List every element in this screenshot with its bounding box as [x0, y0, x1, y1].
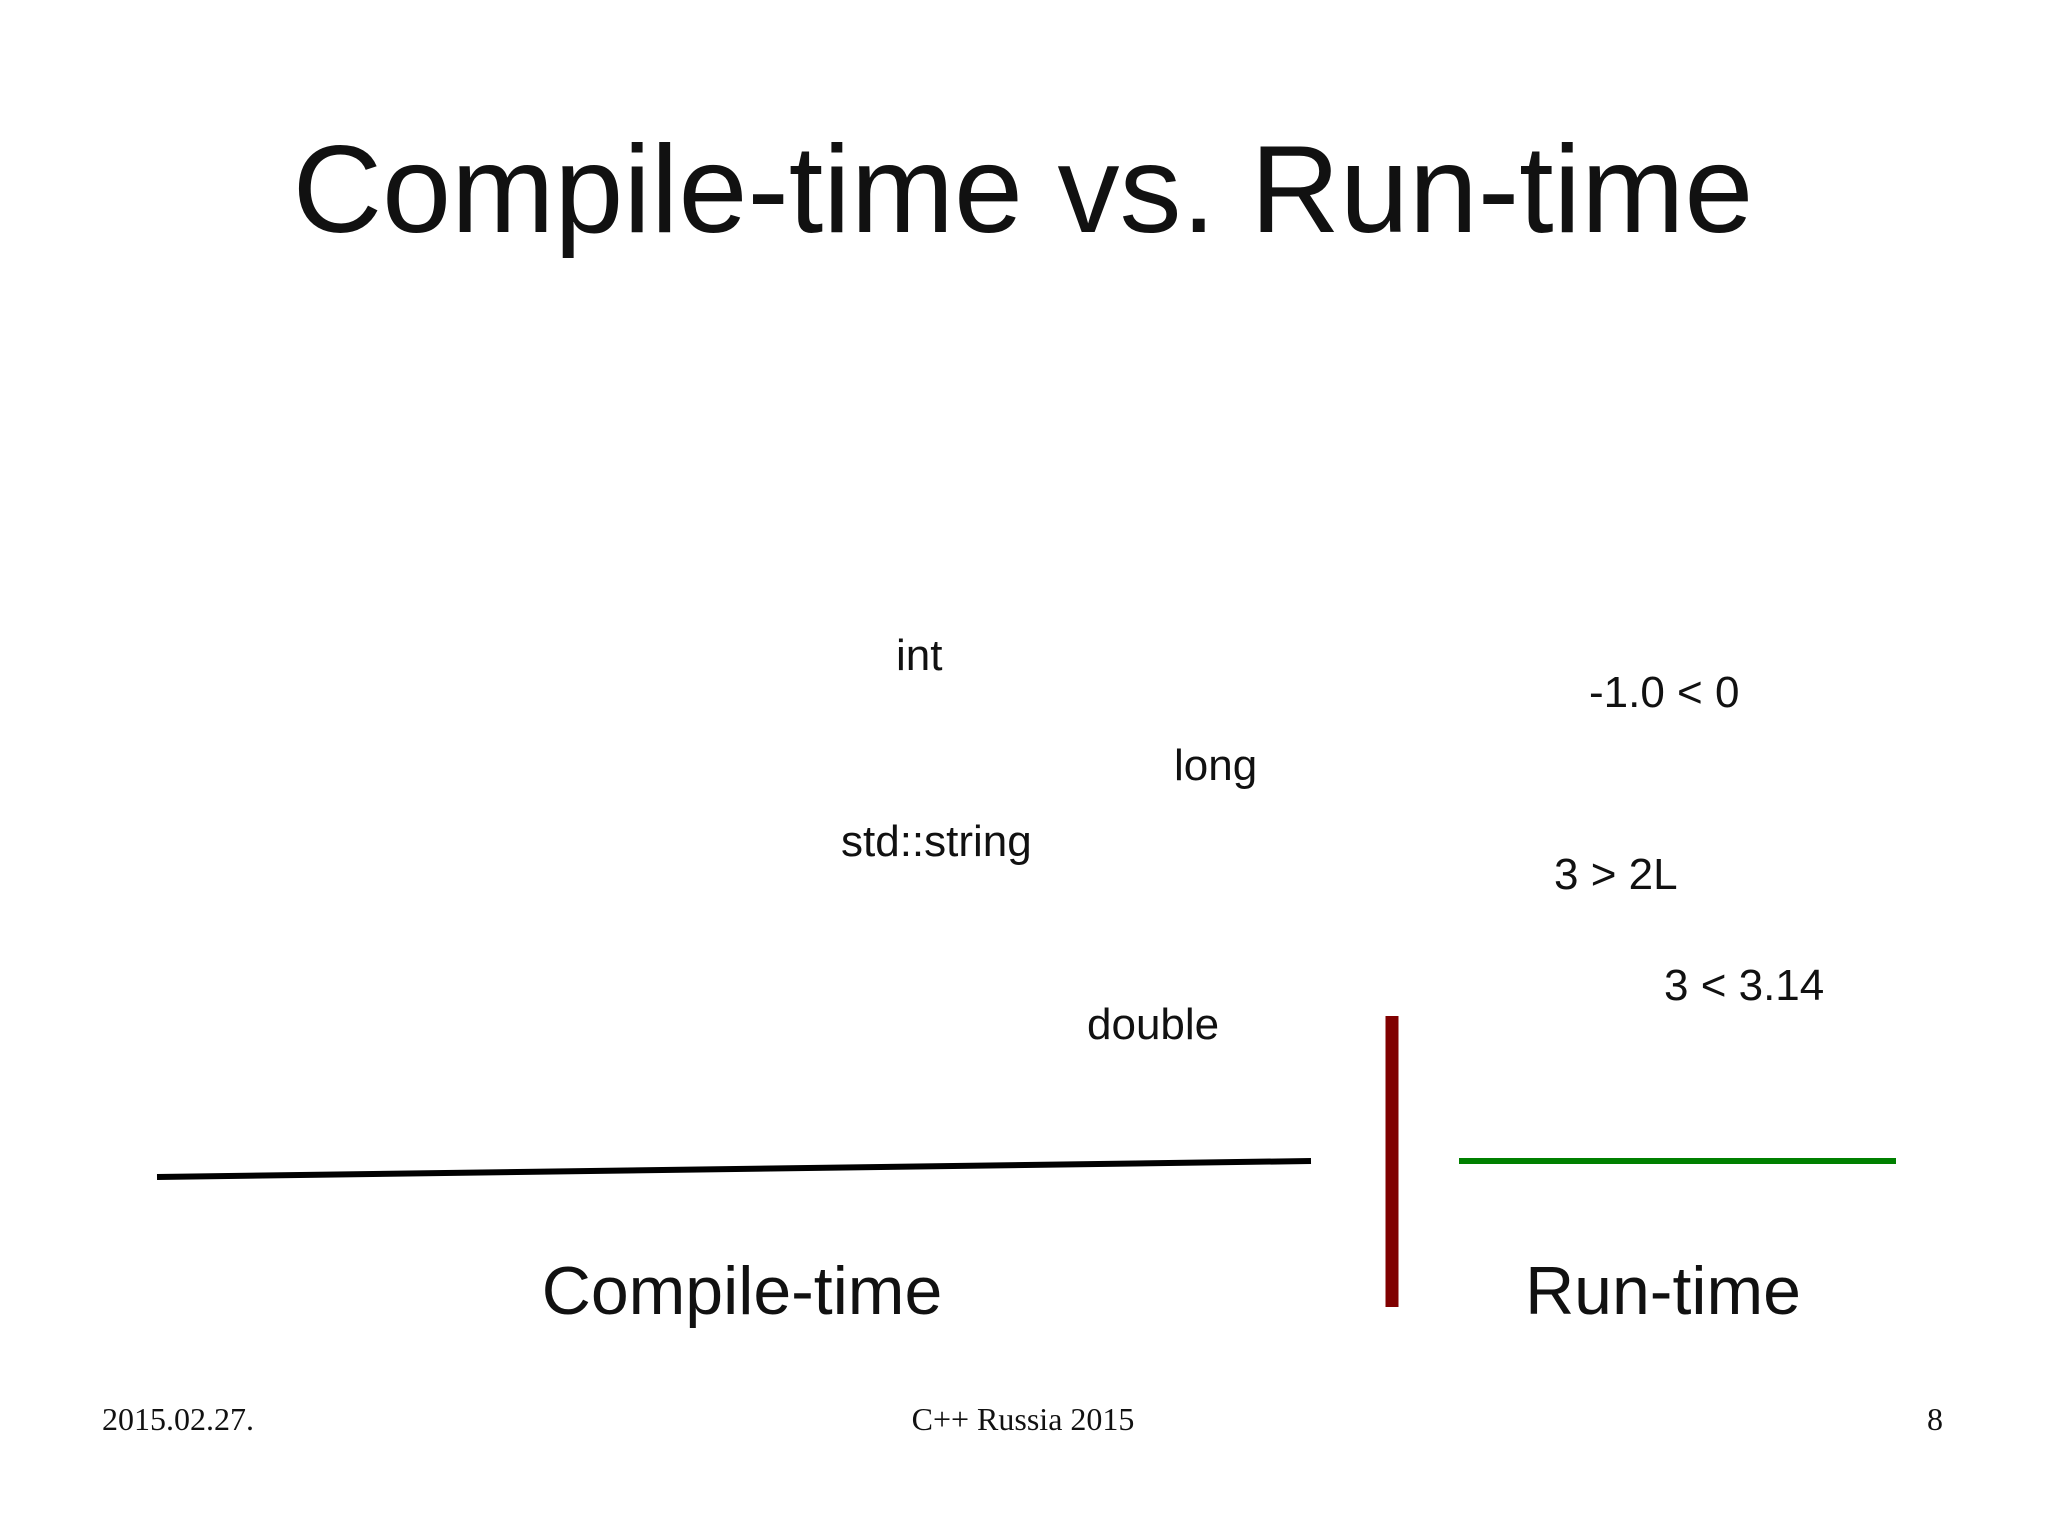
compile-item: double [1087, 1000, 1219, 1049]
runtime-item: -1.0 < 0 [1589, 668, 1739, 717]
runtime-item: 3 > 2L [1554, 850, 1678, 899]
compile-item: int [896, 631, 942, 680]
footer-date: 2015.02.27. [102, 1401, 254, 1437]
footer-page: 8 [1927, 1401, 1943, 1437]
compile-item: std::string [841, 817, 1032, 866]
runtime-item: 3 < 3.14 [1664, 961, 1824, 1010]
compile-label: Compile-time [542, 1253, 943, 1329]
footer-event: C++ Russia 2015 [912, 1401, 1135, 1437]
title: Compile-time vs. Run-time [293, 121, 1754, 259]
compile-line [156, 1158, 1312, 1180]
runtime-label: Run-time [1525, 1253, 1801, 1329]
compile-item: long [1174, 741, 1257, 790]
